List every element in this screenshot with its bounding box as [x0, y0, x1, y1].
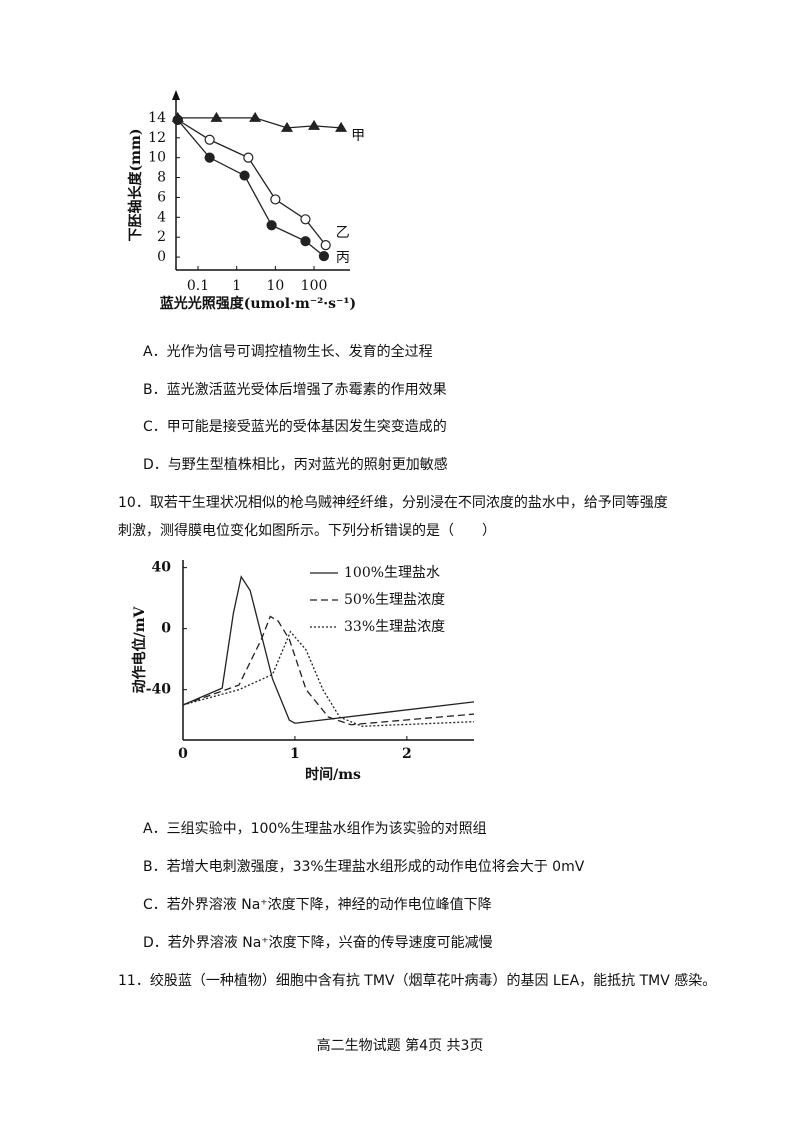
y-tick-label: 6 — [157, 189, 166, 205]
options-10: A．三组实验中，100%生理盐水组作为该实验的对照组 B．若增大电刺激强度，33… — [143, 821, 585, 951]
y-tick-label: 12 — [148, 130, 166, 146]
marker — [204, 134, 215, 145]
y-tick-label: 4 — [157, 209, 166, 225]
marker — [210, 111, 223, 122]
x-tick-label: 1 — [232, 278, 241, 294]
x-axis-label: 蓝光光照强度(umol·m⁻²·s⁻¹) — [160, 295, 356, 312]
marker — [172, 114, 183, 125]
series-line — [177, 119, 325, 257]
x-tick-label: 2 — [402, 746, 412, 762]
marker — [270, 194, 281, 205]
y-tick-label: 2 — [157, 229, 166, 245]
marker — [249, 111, 262, 122]
marker — [300, 236, 311, 247]
y-tick-label: 0 — [161, 621, 171, 637]
series-line — [177, 117, 342, 129]
option: B．蓝光激活蓝光受体后增强了赤霉素的作用效果 — [143, 381, 447, 398]
y-axis-label: 动作电位/mV — [131, 605, 148, 693]
question-line: 11．绞股蓝（一种植物）细胞中含有抗 TMV（烟草花叶病毒）的基因 LEA，能抵… — [118, 972, 716, 989]
series-label: 甲 — [351, 128, 365, 144]
axis-arrow — [172, 90, 180, 100]
y-tick-label: -40 — [146, 682, 172, 698]
marker — [335, 121, 348, 132]
option: A．光作为信号可调控植物生长、发育的全过程 — [143, 343, 433, 360]
figure-2: 40 0 -40 0 1 2 动作电位/mV 时间/ms 100%生理盐水 50%生理盐浓度 33%… — [131, 560, 475, 783]
option: B．若增大电刺激强度，33%生理盐水组形成的动作电位将会大于 0mV — [143, 858, 585, 875]
y-axis-label: 下胚轴长度(mm) — [127, 129, 144, 242]
y-tick-label: 14 — [148, 110, 166, 126]
y-tick-label: 0 — [157, 249, 166, 265]
marker — [308, 119, 321, 130]
option: C．若外界溶液 Na⁺浓度下降，神经的动作电位峰值下降 — [143, 897, 492, 913]
x-axis-label: 时间/ms — [305, 766, 361, 783]
marker — [204, 152, 215, 163]
legend-label: 33%生理盐浓度 — [344, 619, 445, 635]
question-line: 10．取若干生理状况相似的枪乌贼神经纤维，分别浸在不同浓度的盐水中，给予同等强度 — [118, 494, 668, 511]
y-tick-label: 10 — [148, 150, 166, 166]
marker — [266, 220, 277, 231]
x-tick-label: 10 — [266, 278, 284, 294]
series-line — [182, 615, 475, 726]
x-tick-label: 100 — [301, 278, 328, 294]
x-tick-label: 0 — [178, 746, 188, 762]
series-line — [182, 575, 475, 724]
marker — [320, 240, 331, 251]
y-tick-label: 40 — [152, 560, 172, 576]
options-9: A．光作为信号可调控植物生长、发育的全过程 B．蓝光激活蓝光受体后增强了赤霉素的… — [143, 343, 448, 473]
legend-label: 50%生理盐浓度 — [344, 592, 445, 608]
option: D．若外界溶液 Na⁺浓度下降，兴奋的传导速度可能减慢 — [143, 934, 493, 951]
x-tick-label: 0.1 — [187, 278, 209, 294]
option: A．三组实验中，100%生理盐水组作为该实验的对照组 — [143, 821, 487, 837]
legend-label: 100%生理盐水 — [344, 565, 440, 581]
series-line — [182, 630, 475, 727]
marker — [243, 152, 254, 163]
marker — [318, 250, 330, 262]
option: D．与野生型植株相比，丙对蓝光的照射更加敏感 — [143, 456, 448, 473]
series-line — [177, 119, 327, 246]
question-line: 刺激，测得膜电位变化如图所示。下列分析错误的是（ ） — [118, 522, 496, 539]
y-tick-label: 8 — [157, 170, 166, 186]
series-label: 丙 — [336, 250, 350, 266]
series-label: 乙 — [336, 225, 350, 241]
footer: 高二生物试题 第4页 共3页 — [317, 1037, 484, 1054]
figure-1: 0 2 4 6 8 10 12 14 0.1 1 10 100 下胚轴长度(mm) 蓝光光照强度(umol… — [127, 90, 365, 312]
option: C．甲可能是接受蓝光的受体基因发生突变造成的 — [143, 418, 447, 435]
marker — [281, 121, 294, 132]
x-tick-label: 1 — [290, 746, 300, 762]
marker — [300, 214, 311, 225]
marker — [239, 170, 250, 181]
